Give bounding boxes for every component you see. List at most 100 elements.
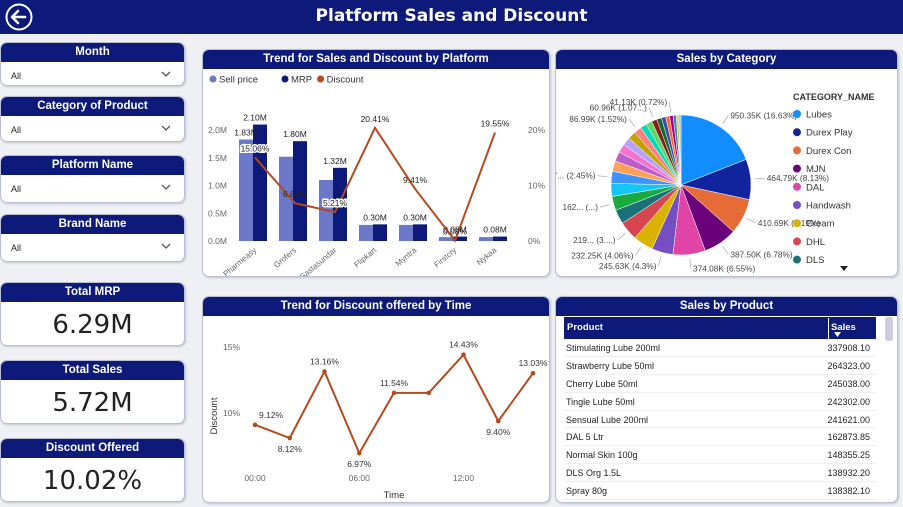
- x-tick-label: Pharmeasy: [221, 246, 258, 277]
- legend-item-label: Lubes: [806, 110, 832, 121]
- bar-sell-price: [279, 156, 293, 241]
- pie-slice-label: 86.99K (1.52%): [569, 114, 627, 124]
- line-point: [530, 370, 536, 376]
- product-name-cell: Cherry Lube 50ml: [566, 378, 638, 389]
- back-arrow-icon[interactable]: [5, 3, 33, 31]
- pie-leader-line: [648, 107, 653, 117]
- pie-slice-label: 410.69K (7.19%): [758, 218, 821, 228]
- legend-marker: [793, 182, 801, 191]
- pie-slice-label: 232.25K (4.06%): [571, 251, 634, 261]
- table-row[interactable]: Spray 80g 138382.10: [564, 482, 876, 501]
- slicer-category-value[interactable]: All: [11, 125, 22, 135]
- table-row[interactable]: Sensual Lube 200ml 241621.00: [564, 411, 876, 429]
- discount-label: 15.06%: [241, 143, 270, 153]
- col-product-header[interactable]: Product: [567, 322, 603, 333]
- product-sales-cell: 245038.00: [827, 378, 870, 389]
- discount-label: 19.55%: [481, 119, 510, 129]
- slicer-month-value[interactable]: All: [11, 71, 22, 81]
- discount-label: 9.41%: [403, 175, 428, 185]
- product-table-card: Sales by Product Product Sales Stimulati…: [555, 296, 898, 503]
- table-row[interactable]: Tingle Lube 50ml 242302.00: [564, 393, 876, 411]
- chevron-down-icon[interactable]: [160, 181, 172, 193]
- y-tick-label: 15%: [223, 342, 240, 352]
- table-row[interactable]: Strawberry Lube 50ml 264323.00: [564, 357, 876, 375]
- line-point: [495, 418, 501, 424]
- slicer-month[interactable]: Month All: [0, 42, 185, 86]
- table-row[interactable]: Stimulating Lube 200ml 337908.10: [564, 339, 876, 357]
- discount-label: 5.21%: [323, 198, 348, 208]
- bar-mrp-label: 2.10M: [243, 113, 267, 123]
- platform-chart: Sell price MRP Discount 0.0M 0.5M 1.0M 1.5M 2.0…: [208, 75, 545, 277]
- y-axis-label: Discount: [209, 397, 220, 434]
- x-tick-label: Myntra: [394, 245, 419, 268]
- bar-mrp: [293, 141, 307, 241]
- y-tick-label: 0.0M: [208, 236, 227, 246]
- y-tick-label: 2.0M: [208, 125, 227, 135]
- legend-item-label: Handwash: [806, 201, 851, 212]
- slicer-platform-value[interactable]: All: [11, 184, 22, 194]
- table-row[interactable]: DLS Org 1.5L 138932.20: [564, 464, 876, 483]
- pie-leader-line: [669, 101, 672, 112]
- discount-label: 0.08%: [443, 227, 468, 237]
- bar-sell-price: [439, 237, 453, 241]
- line-point-label: 14.43%: [449, 340, 478, 350]
- x-tick-label: Firstcry: [432, 246, 458, 270]
- pie-leader-line: [658, 256, 662, 267]
- top-bar: Platform Sales and Discount: [0, 0, 903, 34]
- x-tick-label: 00:00: [244, 473, 266, 483]
- table-row[interactable]: Cherry Lube 50ml 245038.00: [564, 375, 876, 393]
- x-tick-label: Grofers: [272, 246, 298, 270]
- pie-leader-line: [599, 204, 610, 208]
- discount-time-line: [254, 352, 534, 456]
- pie-leader-line: [722, 115, 729, 125]
- sort-desc-icon[interactable]: [834, 332, 841, 337]
- pie-leader-line: [597, 175, 608, 178]
- product-name-cell: DLS Org 1.5L: [566, 468, 622, 479]
- line-point-label: 6.97%: [347, 459, 372, 469]
- slicer-brand-value[interactable]: All: [11, 243, 22, 253]
- legend-marker: [793, 255, 801, 264]
- x-tick-label: Flipkart: [352, 245, 378, 269]
- x-tick-label: Nykaa: [475, 245, 499, 267]
- slicer-platform[interactable]: Platform Name All: [0, 155, 185, 203]
- bar-sell-price: [479, 237, 493, 241]
- col-sales-header[interactable]: Sales: [831, 322, 856, 333]
- product-name-cell: Stimulating Lube 200ml: [566, 343, 661, 353]
- x-tick-label: 12:00: [453, 473, 475, 483]
- product-sales-cell: 241621.00: [827, 414, 870, 425]
- time-line-chart: 15% 10%Discount 00:00 06:00 12:00 Time 9.12% 8.…: [209, 340, 548, 501]
- slicer-category[interactable]: Category of Product All: [0, 96, 185, 142]
- y-tick-label: 10%: [223, 408, 240, 418]
- line-point-label: 11.54%: [380, 378, 409, 388]
- bar-mrp-label: 1.80M: [283, 129, 307, 139]
- legend-label-0: Sell price: [219, 75, 258, 86]
- line-point: [426, 390, 432, 396]
- bar-sell-price: [239, 139, 253, 241]
- bar-mrp: [333, 167, 347, 241]
- product-name-cell: Sensual Lube 200ml: [566, 414, 649, 425]
- chevron-down-icon[interactable]: [160, 122, 172, 134]
- kpi-total-sales-label: Total Sales: [1, 361, 184, 380]
- chevron-down-icon[interactable]: [160, 240, 172, 252]
- y2-tick-label: 20%: [528, 125, 545, 135]
- pie-slice-label: 245.63K (4.3%): [599, 261, 657, 271]
- product-sales-cell: 148355.25: [827, 450, 870, 461]
- line-point: [461, 352, 466, 358]
- legend-marker-2: [317, 75, 325, 83]
- product-table: Product Sales Stimulating Lube 200ml 3379…: [564, 317, 876, 501]
- chevron-down-icon[interactable]: [160, 68, 172, 80]
- table-row[interactable]: DAL 5 Ltr 162873.85: [564, 428, 876, 447]
- product-sales-cell: 138382.10: [827, 486, 870, 497]
- table-row[interactable]: Normal Skin 100g 148355.25: [564, 446, 876, 465]
- line-point: [252, 422, 258, 428]
- page-title: Platform Sales and Discount: [315, 6, 588, 26]
- product-sales-cell: 162873.85: [827, 432, 870, 443]
- line-point: [287, 435, 293, 441]
- line-point-label: 13.16%: [310, 356, 339, 366]
- legend-label-1: MRP: [291, 75, 312, 86]
- y-tick-label: 1.5M: [208, 153, 227, 163]
- table-scrollbar[interactable]: [885, 317, 893, 341]
- pie-slice-label: 41.13K (0.72%): [610, 97, 668, 107]
- line-point: [356, 450, 362, 456]
- slicer-brand[interactable]: Brand Name All: [0, 214, 185, 262]
